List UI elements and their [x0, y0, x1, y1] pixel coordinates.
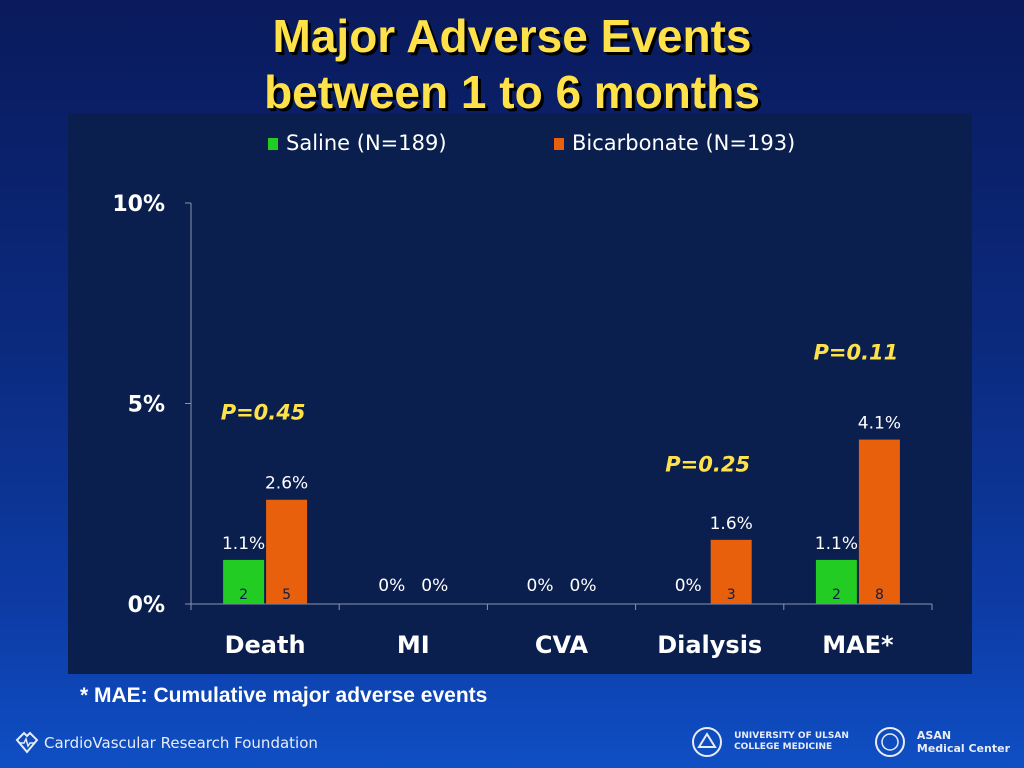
legend-label-bicarbonate: Bicarbonate (N=193)	[572, 131, 796, 155]
data-label-bicarbonate-2: 0%	[570, 576, 597, 596]
data-label-bicarbonate-1: 0%	[421, 576, 448, 596]
title-line-2: between 1 to 6 months	[264, 66, 760, 118]
slide-title: Major Adverse Events between 1 to 6 mont…	[0, 8, 1024, 120]
count-label-saline-4: 2	[832, 587, 841, 603]
x-category-label-2: CVA	[535, 631, 589, 659]
count-label-bicarbonate-0: 5	[282, 587, 291, 603]
data-label-saline-2: 0%	[527, 576, 554, 596]
count-label-saline-0: 2	[239, 587, 248, 603]
legend-swatch-bicarbonate	[554, 138, 564, 150]
data-label-saline-1: 0%	[378, 576, 405, 596]
bar-bicarbonate-4	[858, 439, 900, 604]
p-value-1: P=0.25	[665, 453, 750, 477]
y-tick-label-1: 5%	[128, 393, 165, 418]
footer-cvrf: CardioVascular Research Foundation	[14, 725, 318, 761]
title-line-1: Major Adverse Events	[272, 10, 752, 62]
p-value-2: P=0.11	[813, 340, 898, 364]
data-label-saline-4: 1.1%	[815, 534, 858, 554]
x-category-label-4: MAE*	[822, 631, 894, 659]
university-seal-icon	[692, 727, 723, 757]
asan-line-2: Medical Center	[916, 742, 1010, 755]
x-category-label-3: Dialysis	[657, 631, 762, 659]
data-label-saline-3: 0%	[675, 576, 702, 596]
university-line-2: COLLEGE MEDICINE	[734, 742, 833, 752]
legend-bicarbonate: Bicarbonate (N=193)	[554, 131, 795, 155]
asan-line-1: ASAN	[916, 729, 952, 742]
y-tick-label-2: 10%	[112, 192, 165, 217]
data-label-saline-0: 1.1%	[222, 534, 265, 554]
heart-logo-icon	[15, 731, 39, 754]
footnote: * MAE: Cumulative major adverse events	[80, 684, 488, 707]
bar-bicarbonate-3	[710, 539, 752, 604]
count-label-bicarbonate-3: 3	[727, 587, 736, 603]
x-category-label-0: Death	[225, 631, 306, 659]
p-value-0: P=0.45	[221, 401, 306, 425]
asan-text: ASAN Medical Center	[917, 729, 1010, 755]
university-line-1: UNIVERSITY OF ULSAN	[734, 731, 849, 741]
x-category-label-1: MI	[397, 631, 430, 659]
y-tick-label-0: 0%	[128, 593, 165, 618]
legend-saline: Saline (N=189)	[268, 131, 447, 155]
footer-logos: UNIVERSITY OF ULSAN COLLEGE MEDICINE ASA…	[690, 722, 1010, 762]
university-text: UNIVERSITY OF ULSAN COLLEGE MEDICINE	[734, 731, 849, 753]
footer-cvrf-text: CardioVascular Research Foundation	[44, 734, 318, 752]
legend-label-saline: Saline (N=189)	[286, 131, 447, 155]
count-label-bicarbonate-4: 8	[875, 587, 884, 603]
data-label-bicarbonate-3: 1.6%	[710, 514, 753, 534]
bar-saline-0	[223, 559, 265, 604]
bar-saline-4	[815, 559, 857, 604]
legend-swatch-saline	[268, 138, 278, 150]
bar-bicarbonate-0	[266, 499, 308, 604]
data-label-bicarbonate-4: 4.1%	[858, 414, 901, 434]
asan-seal-icon	[874, 727, 905, 757]
data-label-bicarbonate-0: 2.6%	[265, 474, 308, 494]
